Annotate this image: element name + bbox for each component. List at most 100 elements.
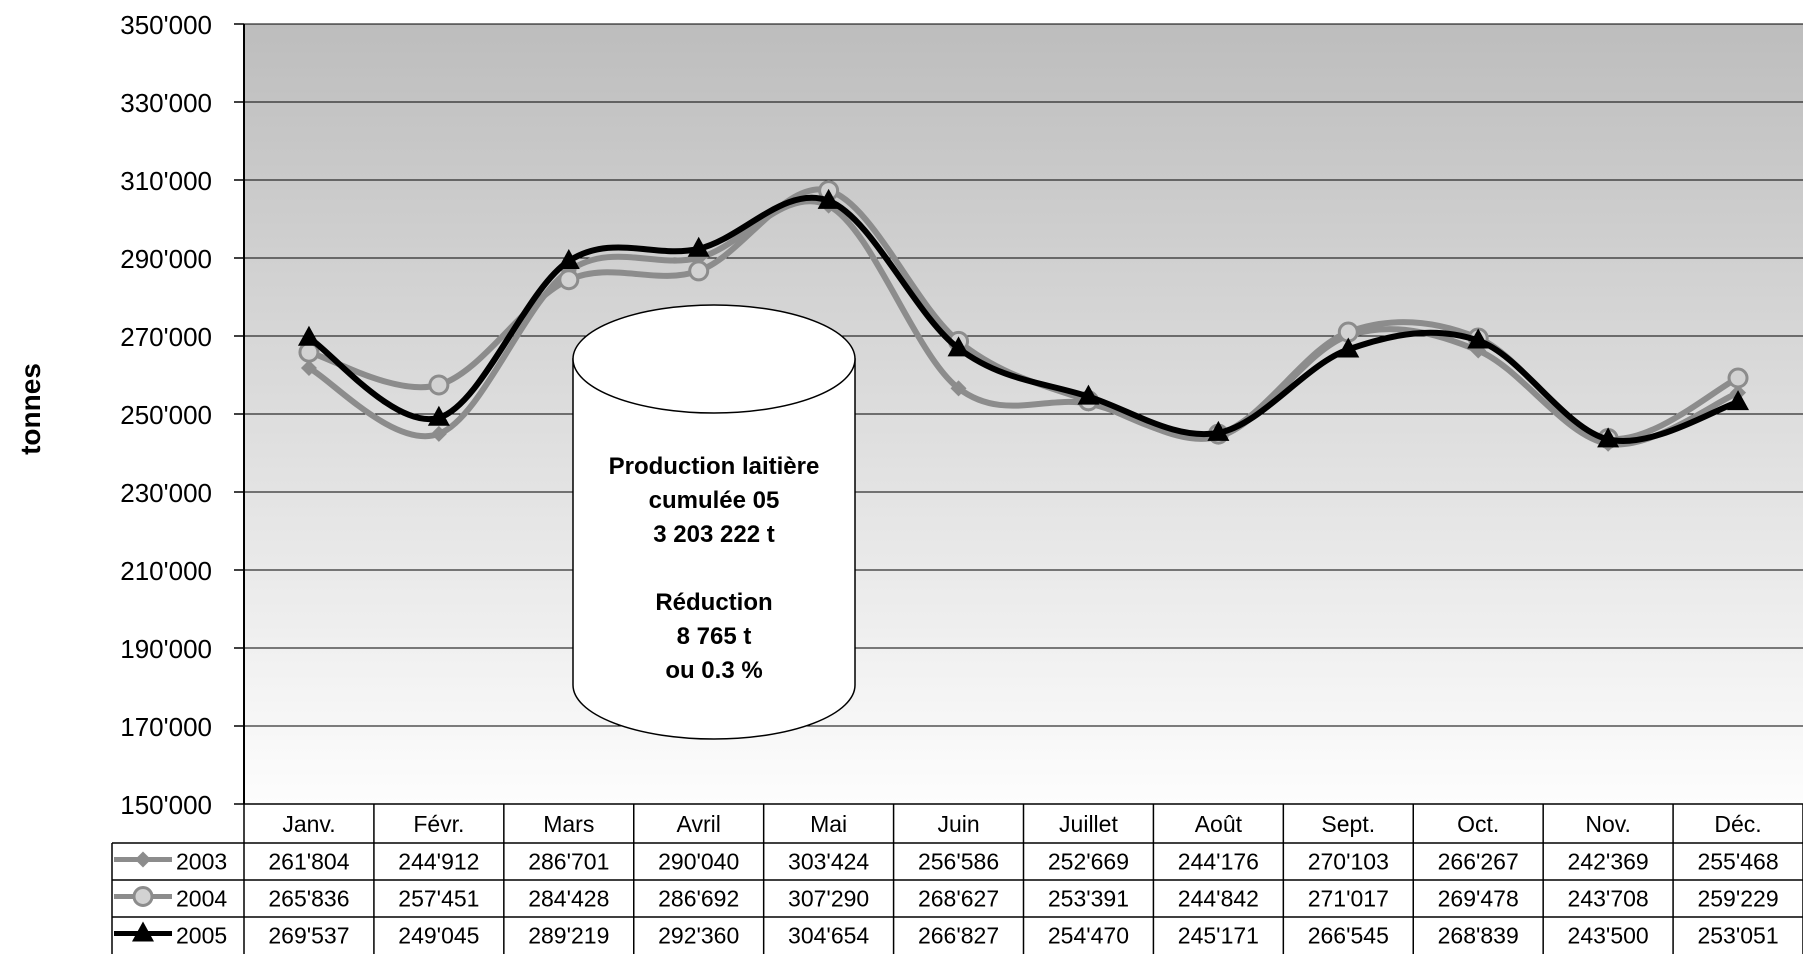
y-tick-label: 330'000: [120, 88, 212, 118]
table-cell: 243'500: [1568, 923, 1649, 949]
series-2005-point: [1727, 390, 1750, 411]
table-cell: 307'290: [788, 886, 869, 912]
legend-2003-marker: [135, 851, 151, 868]
series-lines: [297, 180, 1750, 452]
x-tick-label: Oct.: [1457, 811, 1499, 837]
series-2005: [297, 188, 1750, 448]
series-2005-point: [817, 188, 840, 209]
x-tick-label: Déc.: [1714, 811, 1761, 837]
annotation-line: cumulée 05: [649, 487, 780, 514]
table-cell: 261'804: [268, 849, 349, 875]
legend-2005-marker: [132, 921, 154, 942]
gridlines: [244, 23, 1803, 727]
series-2005-point: [687, 236, 710, 257]
y-tick-label: 310'000: [120, 166, 212, 196]
table-cell: 249'045: [398, 923, 479, 949]
y-axis: 150'000 170'000 190'000 210'000 230'000 250'0…: [120, 10, 244, 820]
table-cell: 290'040: [658, 849, 739, 875]
annotation-line: 3 203 222 t: [653, 521, 774, 548]
table-cell: 269'537: [268, 923, 349, 949]
series-2005-point: [1207, 420, 1230, 441]
data-table: Janv. Févr. Mars Avril Mai Juin Juillet Août Sep…: [111, 803, 1803, 954]
x-tick-label: Juin: [937, 811, 979, 837]
legend-label: 2003: [176, 849, 227, 875]
table-cell: 253'391: [1048, 886, 1129, 912]
table-cell: 286'701: [528, 849, 609, 875]
cumulative-production-cylinder: Production laitière cumulée 05 3 203 222 t…: [572, 304, 856, 740]
y-tick-label: 150'000: [120, 790, 212, 820]
table-cell: 265'836: [268, 886, 349, 912]
cylinder-body: [572, 358, 856, 740]
series-2005-point: [557, 249, 580, 270]
x-tick-label: Juillet: [1059, 811, 1118, 837]
annotation-line: Réduction: [655, 589, 772, 616]
table-cell: 255'468: [1697, 849, 1778, 875]
table-cell: 286'692: [658, 886, 739, 912]
series-2003-point: [950, 380, 967, 397]
table-cell: 266'267: [1438, 849, 1519, 875]
table-cell: 304'654: [788, 923, 869, 949]
y-axis-title: tonnes: [15, 363, 46, 455]
series-2005-point: [297, 325, 320, 346]
y-tick-label: 350'000: [120, 10, 212, 40]
x-tick-label: Août: [1195, 811, 1243, 837]
legend-label: 2004: [176, 886, 227, 912]
table-cell: 253'051: [1697, 923, 1778, 949]
annotation-line: ou 0.3 %: [665, 657, 762, 684]
table-cell: 257'451: [398, 886, 479, 912]
annotation-line: 8 765 t: [677, 623, 752, 650]
series-2003-point: [300, 359, 317, 376]
x-tick-label: Nov.: [1585, 811, 1631, 837]
table-cell: 256'586: [918, 849, 999, 875]
x-tick-label: Mars: [543, 811, 594, 837]
legend-label: 2005: [176, 923, 227, 949]
y-tick-label: 230'000: [120, 478, 212, 508]
series-2005-point: [1337, 337, 1360, 358]
table-cell: 244'912: [398, 849, 479, 875]
series-2005-point: [427, 405, 450, 426]
table-cell: 242'369: [1568, 849, 1649, 875]
series-2005-point: [947, 336, 970, 357]
y-tick-label: 290'000: [120, 244, 212, 274]
x-tick-label: Avril: [677, 811, 721, 837]
table-cell: 269'478: [1438, 886, 1519, 912]
table-cell: 270'103: [1308, 849, 1389, 875]
y-tick-label: 210'000: [120, 556, 212, 586]
table-cell: 259'229: [1697, 886, 1778, 912]
table-cell: 303'424: [788, 849, 869, 875]
x-tick-label: Janv.: [282, 811, 335, 837]
table-cell: 244'842: [1178, 886, 1259, 912]
table-cell: 268'839: [1438, 923, 1519, 949]
table-cell: 244'176: [1178, 849, 1259, 875]
table-cell: 243'708: [1568, 886, 1649, 912]
series-2005-point: [1597, 427, 1620, 448]
series-2003-point: [430, 425, 447, 442]
x-tick-label: Sept.: [1321, 811, 1375, 837]
table-cell: 289'219: [528, 923, 609, 949]
series-2005-point: [1467, 328, 1490, 349]
series-2004-point: [1727, 367, 1749, 389]
x-tick-label: Févr.: [413, 811, 464, 837]
table-cell: 252'669: [1048, 849, 1129, 875]
y-tick-label: 250'000: [120, 400, 212, 430]
table-cell: 266'545: [1308, 923, 1389, 949]
series-2004-point: [558, 269, 580, 291]
series-2004-point: [688, 260, 710, 282]
legend-2004-marker: [132, 886, 154, 907]
annotation-line: Production laitière: [609, 453, 820, 480]
y-tick-label: 190'000: [120, 634, 212, 664]
x-tick-label: Mai: [810, 811, 847, 837]
table-cell: 292'360: [658, 923, 739, 949]
series-2005-line: [307, 194, 1739, 444]
table-cell: 284'428: [528, 886, 609, 912]
series-2004-point: [428, 374, 450, 396]
table-cell: 266'827: [918, 923, 999, 949]
table-cell: 271'017: [1308, 886, 1389, 912]
cylinder-top: [572, 304, 856, 414]
table-cell: 245'171: [1178, 923, 1259, 949]
series-2005-point: [1077, 384, 1100, 405]
y-tick-label: 170'000: [120, 712, 212, 742]
table-cell: 268'627: [918, 886, 999, 912]
y-tick-label: 270'000: [120, 322, 212, 352]
